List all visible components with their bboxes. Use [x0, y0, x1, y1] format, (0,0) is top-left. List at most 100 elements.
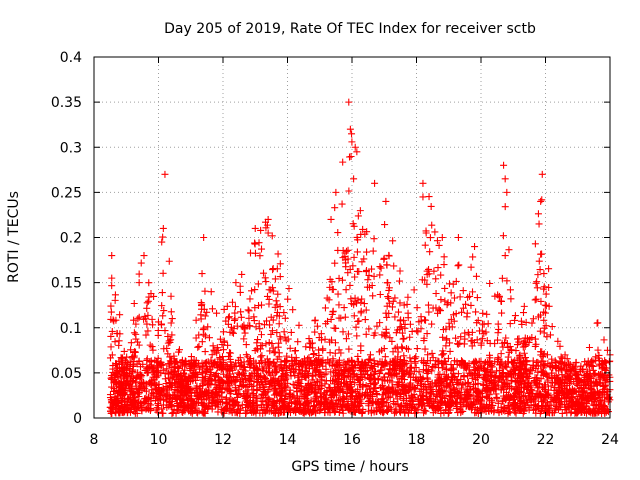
- data-point: [294, 399, 302, 407]
- data-point: [382, 328, 390, 336]
- data-point: [280, 309, 288, 317]
- data-point: [282, 374, 290, 382]
- data-point: [400, 352, 408, 360]
- data-point: [225, 352, 233, 360]
- data-point: [225, 313, 233, 321]
- data-point: [240, 335, 248, 343]
- data-point: [216, 354, 224, 362]
- data-point: [572, 359, 580, 367]
- data-point: [378, 346, 386, 354]
- data-point: [213, 309, 221, 317]
- data-point: [542, 322, 550, 330]
- data-point: [484, 404, 492, 412]
- data-point: [271, 303, 279, 311]
- data-point: [400, 334, 408, 342]
- data-point: [380, 402, 388, 410]
- data-point: [447, 361, 455, 369]
- data-point: [301, 373, 309, 381]
- data-point: [138, 403, 146, 411]
- data-point: [459, 287, 467, 295]
- data-point: [539, 353, 547, 361]
- data-point: [346, 125, 354, 133]
- data-point: [224, 374, 232, 382]
- data-point: [420, 409, 428, 417]
- data-point: [268, 400, 276, 408]
- data-point: [504, 343, 512, 351]
- data-point: [333, 391, 341, 399]
- data-point: [347, 407, 355, 415]
- data-point: [136, 363, 144, 371]
- y-tick-label: 0.25: [51, 185, 82, 201]
- data-point: [326, 283, 334, 291]
- data-point: [404, 408, 412, 416]
- data-point: [484, 372, 492, 380]
- data-point: [493, 367, 501, 375]
- data-point: [427, 202, 435, 210]
- data-point: [521, 334, 529, 342]
- data-point: [355, 268, 363, 276]
- data-point: [166, 353, 174, 361]
- data-point: [179, 362, 187, 370]
- data-point: [397, 401, 405, 409]
- data-point: [187, 360, 195, 368]
- data-point: [112, 360, 120, 368]
- data-point: [107, 308, 115, 316]
- data-point: [426, 248, 434, 256]
- data-point: [473, 294, 481, 302]
- data-point: [342, 360, 350, 368]
- data-point: [582, 361, 590, 369]
- data-point: [119, 358, 127, 366]
- data-point: [213, 369, 221, 377]
- data-point: [135, 270, 143, 278]
- data-point: [500, 161, 508, 169]
- data-point: [250, 382, 258, 390]
- data-point: [244, 306, 252, 314]
- data-point: [502, 395, 510, 403]
- data-point: [286, 386, 294, 394]
- data-point: [383, 279, 391, 287]
- data-point: [350, 398, 358, 406]
- data-point: [143, 365, 151, 373]
- data-point: [404, 345, 412, 353]
- data-point: [284, 295, 292, 303]
- data-point: [396, 299, 404, 307]
- data-point: [480, 381, 488, 389]
- data-point: [502, 334, 510, 342]
- data-point: [415, 368, 423, 376]
- data-point: [454, 389, 462, 397]
- data-point: [317, 384, 325, 392]
- data-point: [312, 361, 320, 369]
- data-point: [172, 358, 180, 366]
- data-point: [308, 385, 316, 393]
- data-point: [500, 373, 508, 381]
- data-point: [331, 349, 339, 357]
- data-point: [315, 346, 323, 354]
- data-point: [182, 379, 190, 387]
- data-point: [424, 301, 432, 309]
- data-point: [345, 98, 353, 106]
- data-point: [266, 321, 274, 329]
- data-point: [442, 383, 450, 391]
- data-point: [137, 404, 145, 412]
- data-point: [276, 260, 284, 268]
- data-point: [321, 389, 329, 397]
- data-point: [477, 341, 485, 349]
- data-point: [337, 314, 345, 322]
- data-point: [395, 378, 403, 386]
- data-point: [376, 271, 384, 279]
- data-point: [195, 399, 203, 407]
- data-point: [592, 389, 600, 397]
- data-point: [543, 333, 551, 341]
- data-point: [200, 234, 208, 241]
- data-point: [525, 338, 533, 346]
- data-point: [414, 328, 422, 336]
- data-point: [231, 309, 239, 317]
- y-axis-label: ROTI / TECUs: [6, 191, 22, 283]
- data-point: [435, 305, 443, 313]
- data-point: [210, 347, 218, 355]
- data-point: [511, 316, 519, 324]
- data-point: [319, 362, 327, 370]
- data-point: [544, 386, 552, 394]
- data-point: [378, 331, 386, 339]
- data-point: [265, 380, 273, 388]
